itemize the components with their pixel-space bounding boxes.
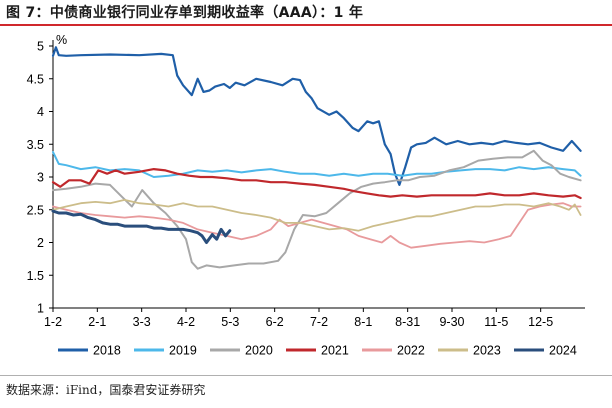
legend-label-2024: 2024 bbox=[549, 344, 577, 358]
x-tick-label: 3-3 bbox=[133, 315, 151, 329]
chart-legend: 2018 2019 2020 2021 2022 2023 2024 bbox=[58, 344, 577, 358]
legend-label-2021: 2021 bbox=[321, 344, 349, 358]
x-tick-label: 4-2 bbox=[177, 315, 195, 329]
x-tick-label: 6-2 bbox=[266, 315, 284, 329]
source-rule bbox=[0, 375, 612, 376]
chart-series-lines bbox=[51, 46, 582, 270]
x-tick-label: 5-3 bbox=[221, 315, 239, 329]
chart-axes: 1 1.5 2 2.5 3 3.5 4 4.5 5 % 1-2 2-1 3-3 4-2 5-3 6-2 7-2 8… bbox=[27, 33, 585, 329]
x-tick-label: 1-2 bbox=[44, 315, 62, 329]
x-tick-label: 8-1 bbox=[354, 315, 372, 329]
legend-label-2019: 2019 bbox=[169, 344, 197, 358]
figure-title: 图 7：中债商业银行同业存单到期收益率（AAA）：1 年 bbox=[6, 5, 364, 21]
x-tick-label: 11-5 bbox=[484, 315, 508, 329]
y-tick-label: 4 bbox=[37, 105, 44, 119]
line-chart: 1 1.5 2 2.5 3 3.5 4 4.5 5 % 1-2 2-1 3-3 4-2 5-3 6-2 7-2 8… bbox=[27, 33, 585, 358]
legend-label-2020: 2020 bbox=[245, 344, 273, 358]
y-tick-label: 3 bbox=[37, 171, 44, 185]
x-tick-label: 9-30 bbox=[439, 315, 464, 329]
y-tick-label: 1.5 bbox=[27, 269, 44, 283]
y-unit-label: % bbox=[56, 33, 67, 47]
x-tick-label: 12-5 bbox=[528, 315, 553, 329]
x-tick-label: 2-1 bbox=[88, 315, 106, 329]
series-line-2021 bbox=[51, 168, 582, 200]
series-line-2020 bbox=[52, 149, 582, 270]
series-line-2019 bbox=[52, 151, 582, 178]
legend-label-2022: 2022 bbox=[397, 344, 425, 358]
y-tick-label: 1 bbox=[37, 302, 44, 316]
title-rule bbox=[0, 24, 612, 26]
legend-label-2023: 2023 bbox=[473, 344, 501, 358]
y-tick-label: 4.5 bbox=[27, 72, 44, 86]
series-line-2024 bbox=[51, 209, 232, 244]
data-source-note: 数据来源：iFind，国泰君安证券研究 bbox=[6, 383, 206, 397]
y-tick-label: 2 bbox=[37, 236, 44, 250]
series-line-2018 bbox=[51, 46, 582, 186]
series-line-2023 bbox=[52, 199, 582, 232]
y-tick-label: 3.5 bbox=[27, 138, 44, 152]
y-tick-label: 2.5 bbox=[27, 203, 44, 217]
y-tick-label: 5 bbox=[37, 40, 44, 54]
series-line-2022 bbox=[52, 202, 582, 249]
x-tick-label: 7-2 bbox=[310, 315, 328, 329]
legend-label-2018: 2018 bbox=[93, 344, 121, 358]
x-tick-label: 8-31 bbox=[395, 315, 420, 329]
